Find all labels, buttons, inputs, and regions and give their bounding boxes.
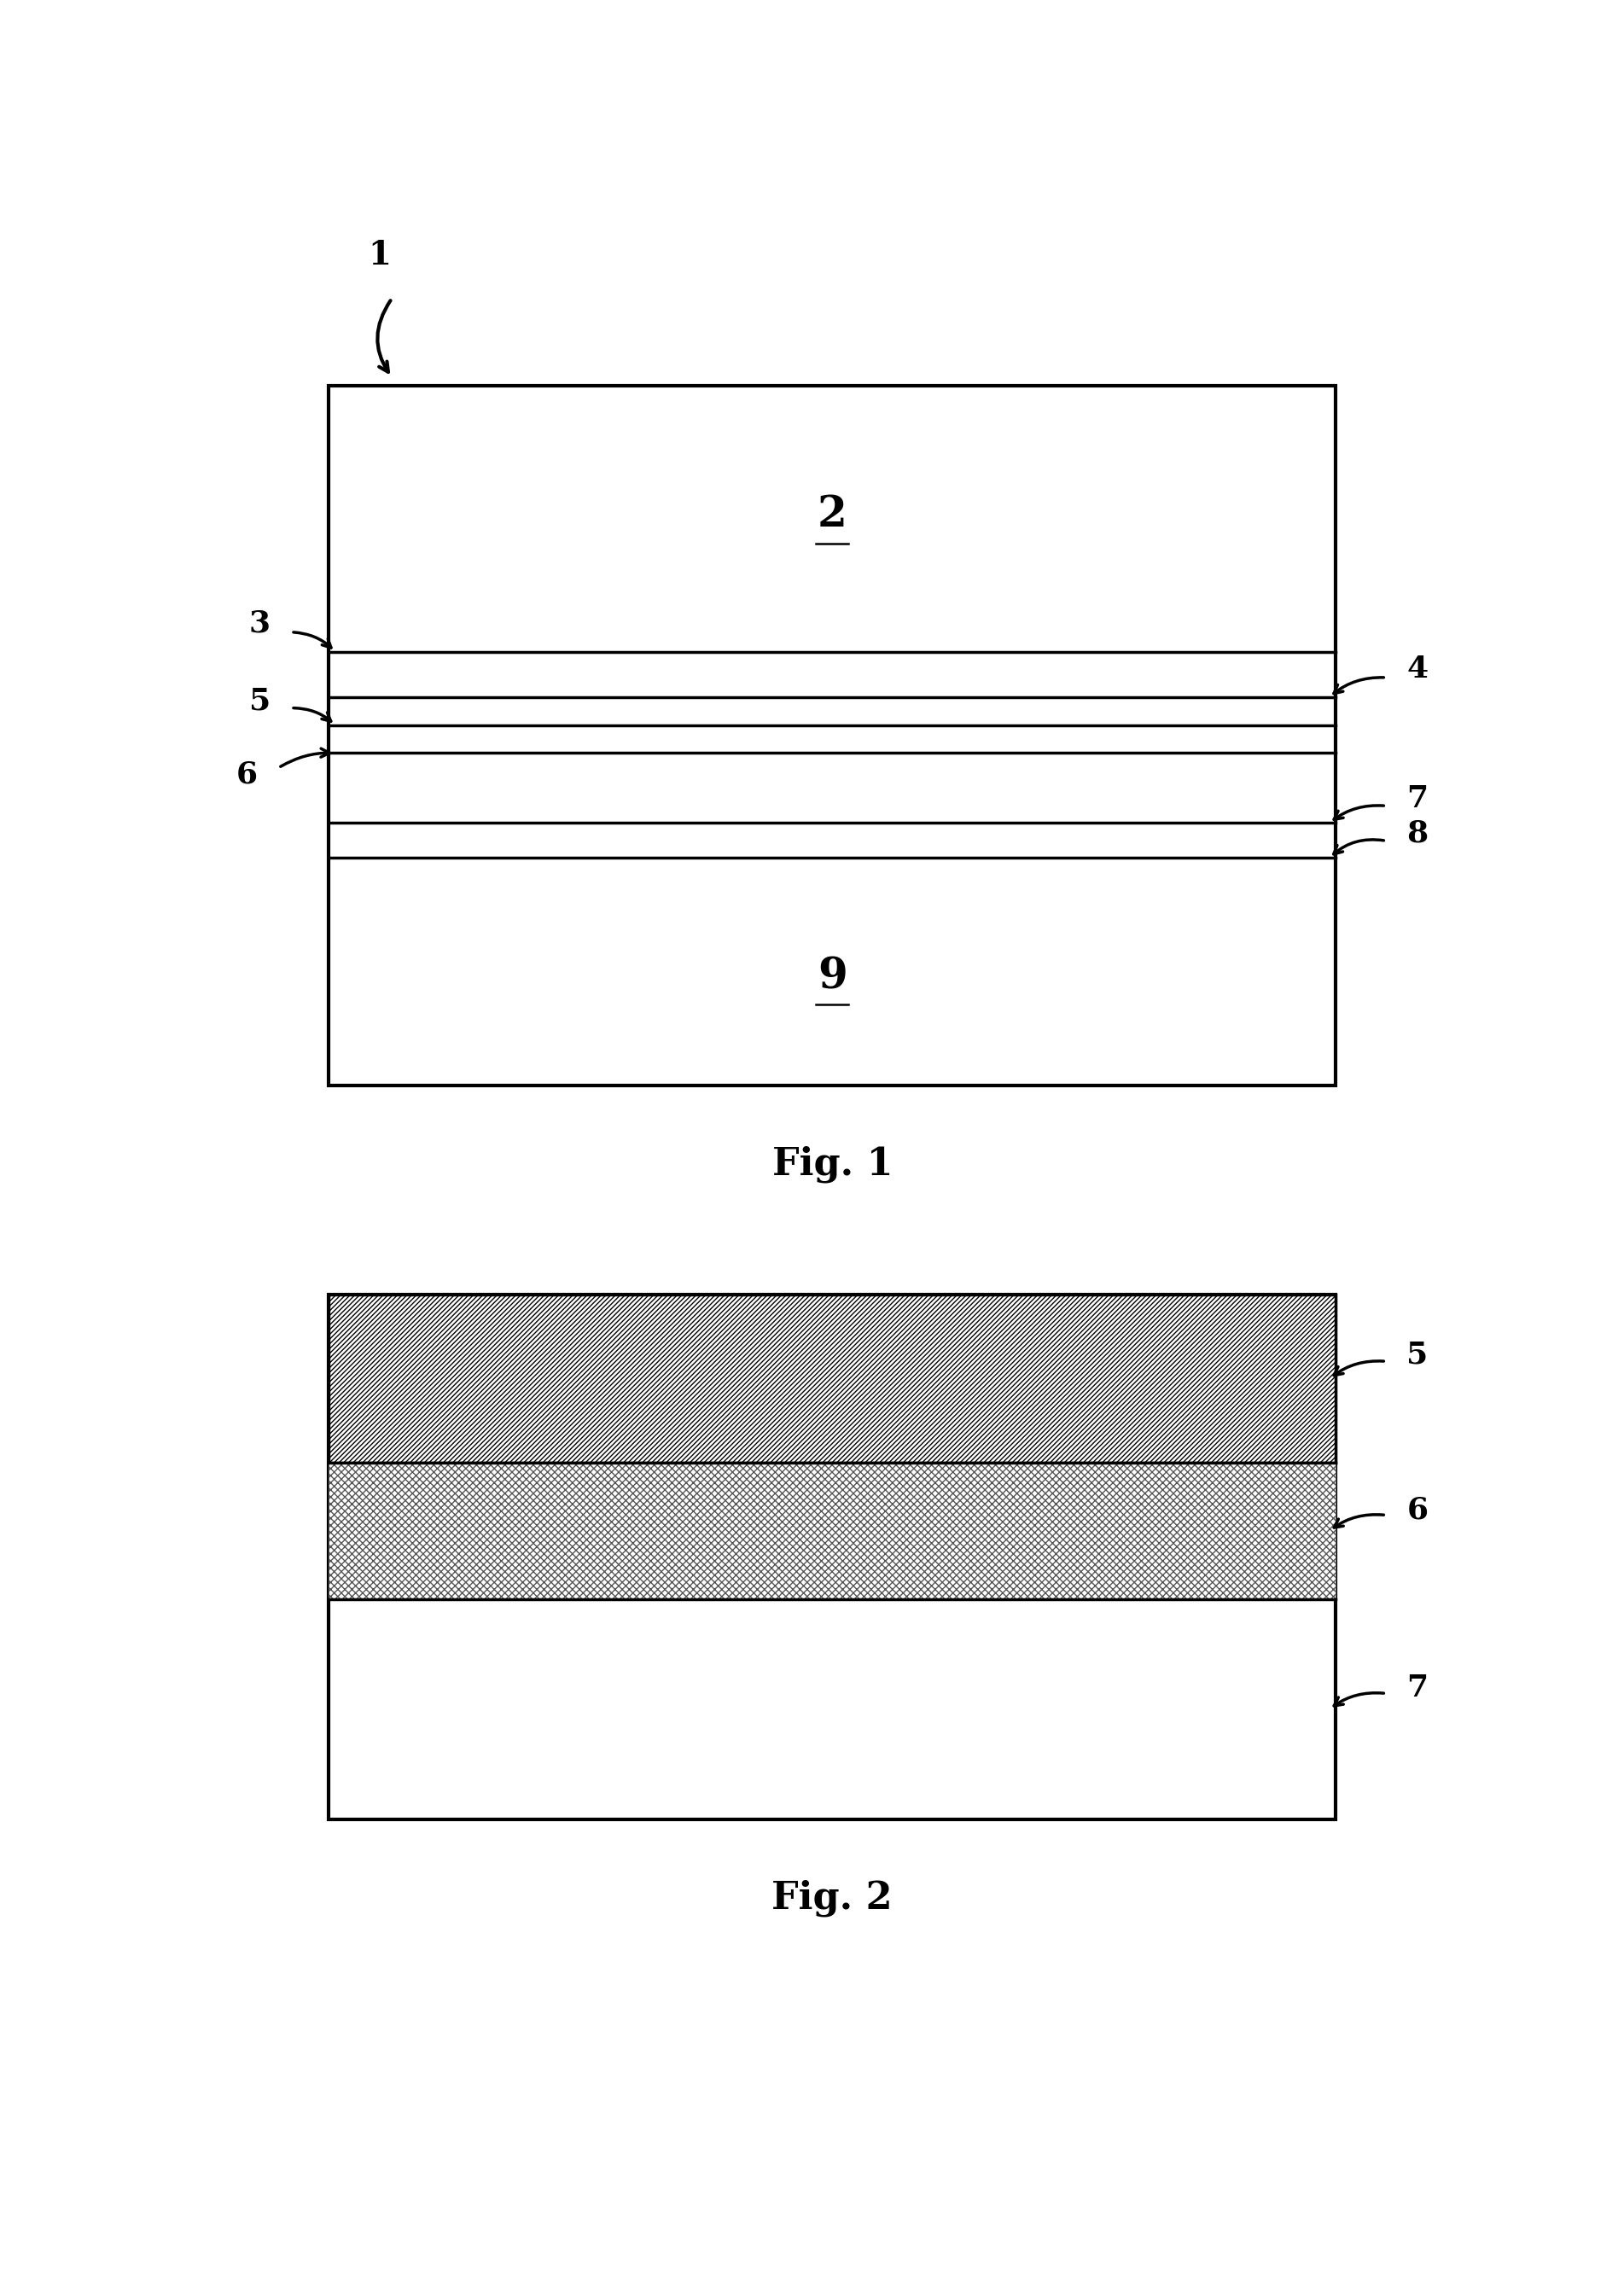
Bar — [328, 386, 1337, 1085]
Text: Fig. 1: Fig. 1 — [771, 1146, 893, 1183]
Bar — [328, 1294, 1337, 1818]
Text: 7: 7 — [1406, 783, 1427, 813]
Text: 9: 9 — [817, 956, 848, 999]
Text: 7: 7 — [1406, 1673, 1427, 1702]
Text: 5: 5 — [1406, 1339, 1429, 1369]
Text: 3: 3 — [248, 608, 270, 638]
Text: 8: 8 — [1406, 819, 1427, 849]
Text: 6: 6 — [237, 760, 258, 788]
Text: Fig. 2: Fig. 2 — [771, 1880, 893, 1916]
Bar — [328, 1462, 1337, 1598]
Text: 5: 5 — [248, 686, 271, 715]
Text: 1: 1 — [367, 238, 391, 270]
Text: 2: 2 — [817, 495, 848, 536]
Text: 4: 4 — [1406, 654, 1427, 683]
Text: 6: 6 — [1406, 1496, 1427, 1525]
Bar — [328, 1294, 1337, 1462]
